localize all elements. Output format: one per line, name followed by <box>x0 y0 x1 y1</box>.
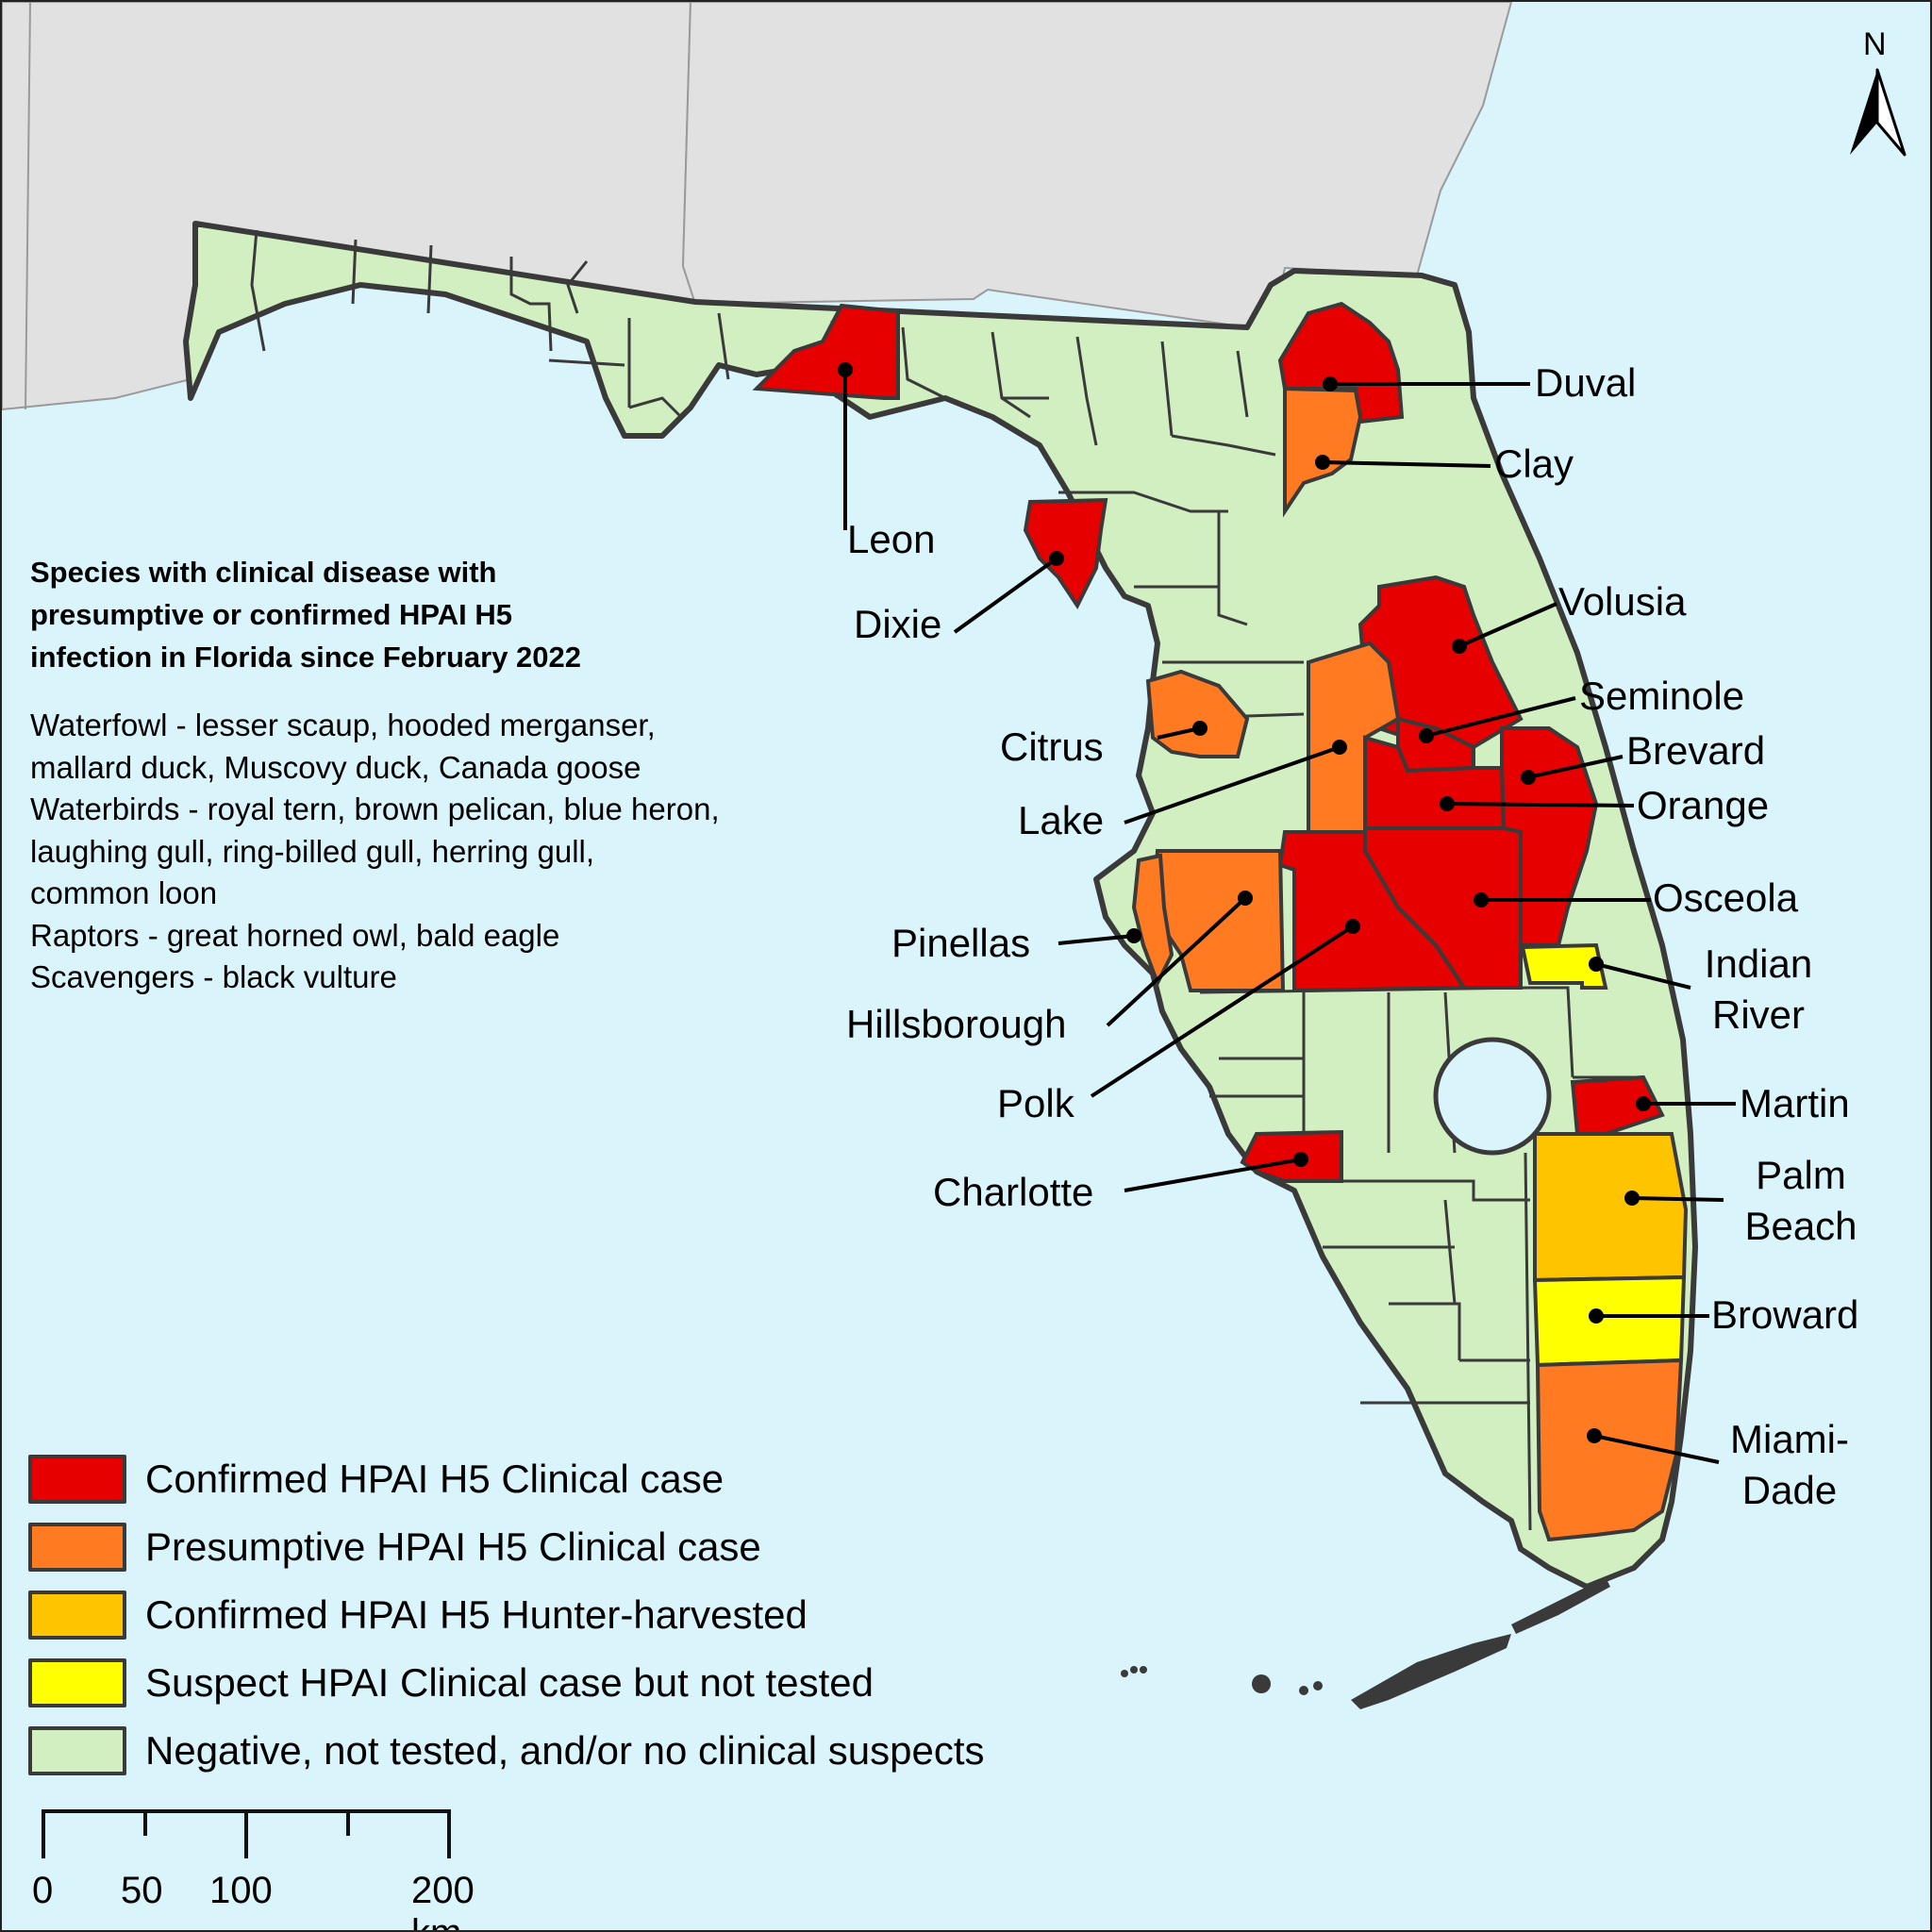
label-hillsborough: Hillsborough <box>846 1004 1066 1045</box>
county-palm-beach <box>1535 1134 1686 1280</box>
north-arrow-icon <box>1846 64 1912 177</box>
label-orange: Orange <box>1637 785 1769 826</box>
label-broward: Broward <box>1711 1294 1858 1336</box>
species-list: Waterfowl - lesser scaup, hooded mergans… <box>30 705 879 999</box>
label-miami-dade-line1: Miami- <box>1719 1419 1860 1460</box>
label-polk: Polk <box>997 1083 1074 1124</box>
legend-label: Confirmed HPAI H5 Clinical case <box>145 1457 724 1502</box>
label-citrus: Citrus <box>1000 726 1104 768</box>
label-clay: Clay <box>1494 443 1574 485</box>
species-line: common loon <box>30 873 879 915</box>
legend-item-hunter-harvested: Confirmed HPAI H5 Hunter-harvested <box>28 1581 985 1649</box>
species-line: Scavengers - black vulture <box>30 957 879 999</box>
label-miami-dade-line2: Dade <box>1719 1470 1860 1511</box>
label-martin: Martin <box>1740 1083 1850 1124</box>
species-title-line: presumptive or confirmed HPAI H5 <box>30 593 879 636</box>
legend-label: Presumptive HPAI H5 Clinical case <box>145 1524 761 1570</box>
scale-tick-100: 100 <box>209 1870 273 1912</box>
label-osceola: Osceola <box>1653 877 1798 919</box>
scale-bar-graphic <box>30 1804 464 1870</box>
label-lake: Lake <box>1018 800 1104 841</box>
legend: Confirmed HPAI H5 Clinical case Presumpt… <box>28 1445 985 1785</box>
map-frame: Duval Clay Leon Dixie Volusia Seminole B… <box>0 0 1932 1932</box>
legend-label: Suspect HPAI Clinical case but not teste… <box>145 1660 874 1706</box>
legend-swatch-confirmed <box>28 1455 126 1504</box>
legend-item-negative: Negative, not tested, and/or no clinical… <box>28 1717 985 1785</box>
lake-okeechobee <box>1436 1040 1549 1153</box>
label-brevard: Brevard <box>1626 730 1765 772</box>
label-pinellas: Pinellas <box>891 923 1030 964</box>
scale-bar: 0 50 100 200 km <box>30 1804 464 1917</box>
legend-item-confirmed: Confirmed HPAI H5 Clinical case <box>28 1445 985 1513</box>
label-indian-river-line2: River <box>1694 994 1823 1036</box>
florida-keys <box>1121 1577 1610 1709</box>
species-line: mallard duck, Muscovy duck, Canada goose <box>30 747 879 790</box>
label-palm-beach-line2: Beach <box>1730 1206 1872 1247</box>
scale-tick-0: 0 <box>32 1870 53 1912</box>
legend-swatch-negative <box>28 1726 126 1775</box>
label-seminole: Seminole <box>1579 675 1744 717</box>
legend-swatch-suspect <box>28 1658 126 1707</box>
legend-label: Confirmed HPAI H5 Hunter-harvested <box>145 1592 808 1638</box>
county-charlotte <box>1242 1132 1341 1181</box>
legend-swatch-hunter-harvested <box>28 1591 126 1640</box>
legend-swatch-presumptive <box>28 1523 126 1572</box>
species-line: Raptors - great horned owl, bald eagle <box>30 915 879 958</box>
legend-item-presumptive: Presumptive HPAI H5 Clinical case <box>28 1513 985 1581</box>
north-label: N <box>1863 26 1887 63</box>
scale-tick-50: 50 <box>121 1870 163 1912</box>
label-indian-river-line1: Indian <box>1694 943 1823 985</box>
scale-tick-200: 200 km <box>411 1870 475 1932</box>
label-miami-dade: Miami- Dade <box>1719 1419 1860 1511</box>
county-broward <box>1535 1277 1684 1365</box>
north-arrow: N <box>1846 26 1912 168</box>
species-line: Waterfowl - lesser scaup, hooded mergans… <box>30 705 879 747</box>
label-charlotte: Charlotte <box>933 1172 1093 1213</box>
label-palm-beach: Palm Beach <box>1730 1155 1872 1247</box>
species-info-box: Species with clinical disease with presu… <box>30 551 879 999</box>
species-line: Waterbirds - royal tern, brown pelican, … <box>30 789 879 831</box>
label-volusia: Volusia <box>1558 581 1686 623</box>
species-line: laughing gull, ring-billed gull, herring… <box>30 831 879 874</box>
legend-item-suspect: Suspect HPAI Clinical case but not teste… <box>28 1649 985 1717</box>
label-palm-beach-line1: Palm <box>1730 1155 1872 1196</box>
legend-label: Negative, not tested, and/or no clinical… <box>145 1728 985 1774</box>
label-indian-river: Indian River <box>1694 943 1823 1036</box>
county-dixie <box>1025 500 1106 606</box>
species-title-line: Species with clinical disease with <box>30 551 879 593</box>
species-title: Species with clinical disease with presu… <box>30 551 879 678</box>
label-duval: Duval <box>1535 362 1636 404</box>
species-title-line: infection in Florida since February 2022 <box>30 636 879 678</box>
